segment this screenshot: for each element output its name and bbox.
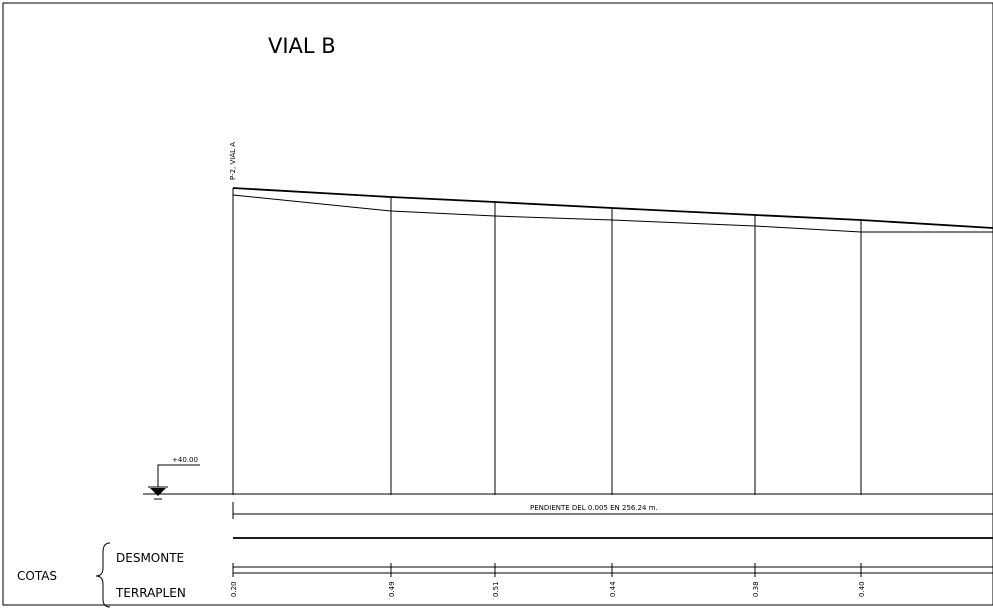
legend-group-label: COTAS — [17, 569, 57, 583]
station-value: 0.49 — [388, 563, 396, 597]
station-lines — [232, 188, 862, 495]
slope-band: PENDIENTE DEL 0.005 EN 256.24 m. — [232, 502, 993, 539]
station-value: 0.44 — [609, 563, 617, 597]
level-triangle-icon — [150, 488, 166, 496]
reference-level-marker: +40.00 — [148, 456, 200, 500]
slope-text: PENDIENTE DEL 0.005 EN 256.24 m. — [530, 504, 658, 512]
terrain-line — [232, 194, 993, 233]
station-value-text: 0.49 — [388, 581, 396, 597]
legend-row1-label: DESMONTE — [116, 551, 184, 565]
station-value: 0.20 — [230, 563, 238, 597]
station-value-text: 0.40 — [858, 581, 866, 597]
station-label: P-2, VIAL A — [229, 142, 237, 180]
legend-row2-label: TERRAPLEN — [115, 586, 186, 600]
legend: COTAS DESMONTE TERRAPLEN — [17, 542, 186, 608]
station-value-text: 0.51 — [492, 581, 500, 597]
grade-line — [232, 187, 993, 229]
reference-level-text: +40.00 — [172, 456, 198, 464]
cotas-rows — [233, 566, 993, 574]
station-value-text: 0.44 — [609, 581, 617, 597]
station-value: 0.38 — [752, 563, 760, 597]
legend-brace — [95, 542, 111, 608]
drawing-title: VIAL B — [268, 34, 336, 58]
station-value: 0.51 — [492, 563, 500, 597]
station-value: 0.40 — [858, 563, 866, 597]
station-value-text: 0.20 — [230, 581, 238, 597]
station-value-text: 0.38 — [752, 581, 760, 597]
station-values: 0.20 0.49 0.51 0.44 0.38 0.40 — [230, 563, 866, 597]
